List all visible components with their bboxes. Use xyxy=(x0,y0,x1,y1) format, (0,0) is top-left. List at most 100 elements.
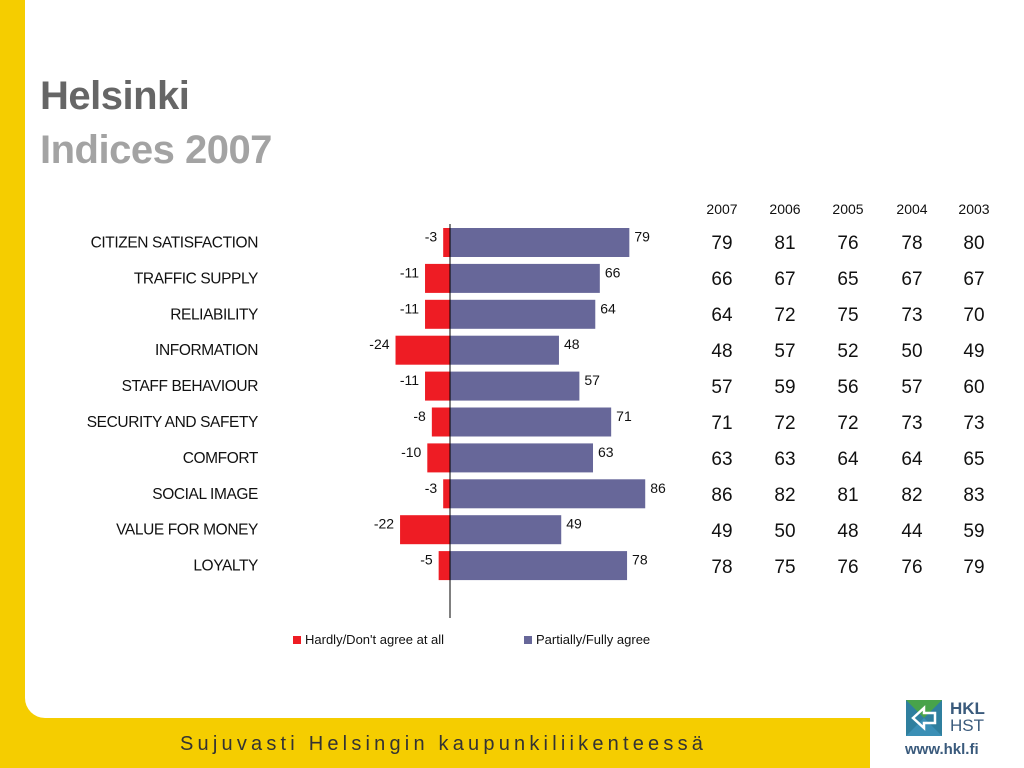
table-cell: 44 xyxy=(901,521,923,542)
table-cell: 73 xyxy=(901,305,923,326)
table-cell: 78 xyxy=(901,233,923,254)
legend-label-positive: Partially/Fully agree xyxy=(536,632,651,647)
table-cell: 83 xyxy=(963,485,985,506)
bar-negative xyxy=(438,551,450,581)
data-label-negative: -22 xyxy=(374,516,394,532)
bar-negative xyxy=(425,371,450,401)
table-cell: 52 xyxy=(837,341,859,362)
year-header: 2005 xyxy=(832,201,864,217)
category-label: INFORMATION xyxy=(155,342,258,359)
bar-positive xyxy=(450,443,594,473)
bar-positive xyxy=(450,407,612,437)
bar-negative xyxy=(443,228,450,257)
category-label: RELIABILITY xyxy=(170,306,258,323)
bar-positive xyxy=(450,228,630,257)
data-label-negative: -10 xyxy=(401,444,421,460)
table-cell: 81 xyxy=(837,485,859,506)
data-label-negative: -11 xyxy=(400,372,419,388)
table-cell: 48 xyxy=(837,521,859,542)
bar-negative xyxy=(395,335,450,365)
data-label-positive: 64 xyxy=(600,300,616,316)
bar-positive xyxy=(450,515,562,545)
hkl-arrows-icon xyxy=(906,700,942,736)
table-cell: 66 xyxy=(711,269,733,290)
footer-slogan: Sujuvasti Helsingin kaupunkiliikenteessä xyxy=(180,733,708,755)
legend-item-negative: Hardly/Don't agree at all xyxy=(293,632,444,647)
legend-swatch-negative xyxy=(293,635,301,644)
table-cell: 64 xyxy=(837,449,859,470)
data-label-positive: 79 xyxy=(634,229,650,245)
table-cell: 48 xyxy=(711,341,733,362)
table-cell: 65 xyxy=(963,449,985,470)
bar-negative xyxy=(400,515,450,545)
logo-url[interactable]: www.hkl.fi xyxy=(905,741,979,758)
category-label: CITIZEN SATISFACTION xyxy=(91,235,258,252)
table-cell: 81 xyxy=(774,233,796,254)
table-cell: 73 xyxy=(963,413,985,434)
table-cell: 50 xyxy=(901,341,923,362)
table-cell: 57 xyxy=(774,341,796,362)
category-label: TRAFFIC SUPPLY xyxy=(134,270,258,287)
logo-name-line2: HST xyxy=(950,716,984,735)
year-header: 2006 xyxy=(769,201,801,217)
year-header: 2007 xyxy=(706,201,738,217)
table-cell: 73 xyxy=(901,413,923,434)
table-row: 79 81 76 78 80 xyxy=(690,233,1010,257)
table-cell: 63 xyxy=(711,449,733,470)
data-label-positive: 48 xyxy=(564,336,580,352)
table-cell: 76 xyxy=(901,557,923,578)
data-label-positive: 49 xyxy=(566,516,582,532)
legend-label-negative: Hardly/Don't agree at all xyxy=(305,632,445,647)
table-cell: 56 xyxy=(837,377,859,398)
data-label-positive: 78 xyxy=(632,552,648,568)
bar-positive xyxy=(450,479,646,509)
table-cell: 72 xyxy=(837,413,859,434)
legend-item-positive: Partially/Fully agree xyxy=(524,632,650,647)
table-cell: 75 xyxy=(837,305,859,326)
category-label: SOCIAL IMAGE xyxy=(152,486,258,503)
table-header: 2007 2006 2005 2004 2003 xyxy=(690,201,1010,217)
bar-positive xyxy=(450,551,628,581)
bar-positive xyxy=(450,371,580,401)
category-label: COMFORT xyxy=(183,450,259,467)
table-cell: 72 xyxy=(774,305,796,326)
table-cell: 64 xyxy=(711,305,733,326)
table-row: 48 57 52 50 49 xyxy=(690,341,1010,365)
table-cell: 50 xyxy=(774,521,796,542)
legend-swatch-positive xyxy=(524,635,532,644)
bar-negative xyxy=(425,299,450,329)
data-label-negative: -11 xyxy=(400,264,419,280)
table-cell: 59 xyxy=(963,521,985,542)
table-row: 66 67 65 67 67 xyxy=(690,269,1010,293)
table-cell: 75 xyxy=(774,557,796,578)
table-cell: 63 xyxy=(774,449,796,470)
table-row: 78 75 76 76 79 xyxy=(690,557,1010,581)
table-cell: 82 xyxy=(901,485,923,506)
table-cell: 86 xyxy=(711,485,733,506)
table-cell: 57 xyxy=(901,377,923,398)
category-label: LOYALTY xyxy=(193,558,258,575)
data-label-positive: 63 xyxy=(598,444,614,460)
data-label-positive: 71 xyxy=(616,408,632,424)
table-cell: 72 xyxy=(774,413,796,434)
data-label-negative: -11 xyxy=(400,300,419,316)
category-label: STAFF BEHAVIOUR xyxy=(122,378,259,395)
table-cell: 82 xyxy=(774,485,796,506)
year-header: 2003 xyxy=(958,201,990,217)
data-label-negative: -3 xyxy=(425,480,438,496)
table-cell: 67 xyxy=(901,269,923,290)
table-row: 64 72 75 73 70 xyxy=(690,305,1010,329)
bar-positive xyxy=(450,263,600,293)
table-cell: 71 xyxy=(711,413,733,434)
table-cell: 65 xyxy=(837,269,859,290)
table-cell: 79 xyxy=(963,557,985,578)
data-label-positive: 86 xyxy=(650,480,666,496)
bar-negative xyxy=(443,479,450,509)
page-subtitle: Indices 2007 xyxy=(40,128,272,172)
bar-positive xyxy=(450,299,596,329)
table-cell: 60 xyxy=(963,377,985,398)
table-cell: 64 xyxy=(901,449,923,470)
bar-negative xyxy=(427,443,450,473)
category-label: SECURITY AND SAFETY xyxy=(87,414,258,431)
